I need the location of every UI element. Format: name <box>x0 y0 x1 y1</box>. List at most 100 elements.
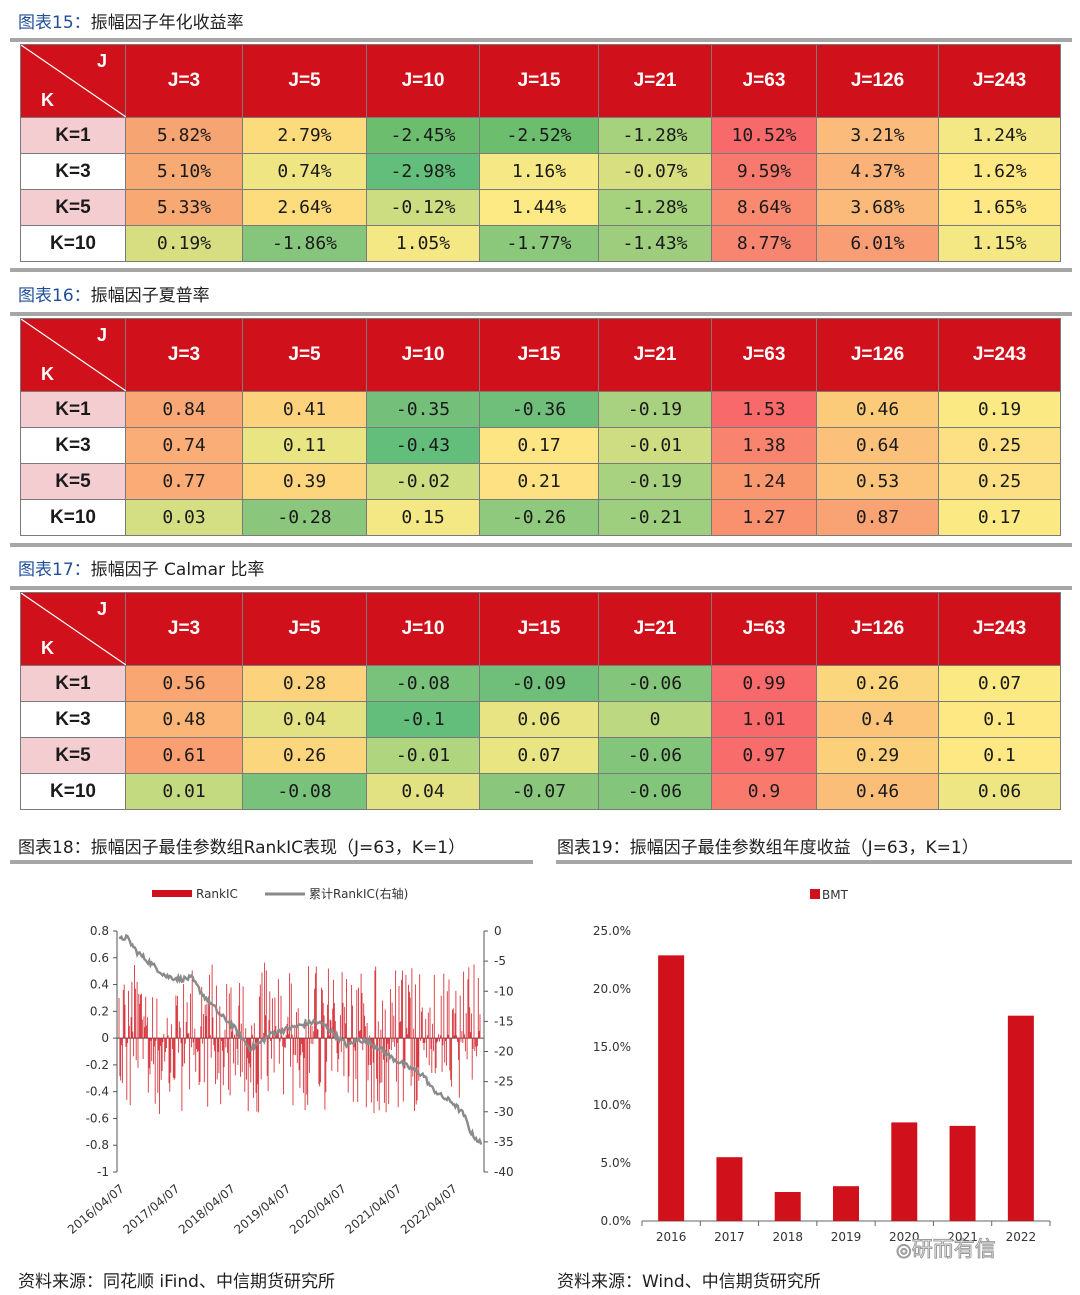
table-cell: -1.28% <box>598 117 712 154</box>
chart-legend: RankIC 累计RankIC(右轴) <box>152 886 408 901</box>
table-cell: 5.33% <box>125 189 243 226</box>
row-header: K=10 <box>20 773 126 810</box>
column-header: J=63 <box>711 592 817 666</box>
table-cell: 0.21 <box>479 463 599 500</box>
y-tick-label: 25.0% <box>593 924 631 938</box>
annual-return-chart: BMT 25.0%20.0%15.0%10.0%5.0%0.0% 2016 201… <box>593 888 1051 1244</box>
row-header: K=10 <box>20 225 126 262</box>
right-tick-label: 0 <box>494 924 502 938</box>
corner-j-label: J <box>96 599 107 619</box>
left-tick-label: 0.6 <box>90 951 109 965</box>
right-tick-label: -25 <box>494 1075 514 1089</box>
calmar-table: J K J=3 J=5 J=10 J=15 J=21 J=63 J=126 J=243 K=1 0.5… <box>20 592 1061 810</box>
table-cell: 1.27 <box>711 499 817 536</box>
left-tick-label: -0.2 <box>86 1058 109 1072</box>
row-header: K=5 <box>20 463 126 500</box>
right-tick-label: -40 <box>494 1165 514 1179</box>
table-cell: -0.07% <box>598 153 712 190</box>
left-tick-label: -0.6 <box>86 1111 109 1125</box>
sharpe-table: J K J=3 J=5 J=10 J=15 J=21 J=63 J=126 J=243 K=1 0.8… <box>20 318 1061 536</box>
table-cell: 0.46 <box>816 391 939 428</box>
table-cell: 1.24 <box>711 463 817 500</box>
bar <box>833 1186 859 1221</box>
table-cell: 0 <box>598 701 712 738</box>
row-header: K=3 <box>20 427 126 464</box>
table-cell: -1.28% <box>598 189 712 226</box>
table-cell: 1.01 <box>711 701 817 738</box>
y-tick-label: 5.0% <box>601 1156 632 1170</box>
x-tick-label: 2017 <box>714 1230 745 1244</box>
row-header: K=1 <box>20 665 126 702</box>
table-cell: -1.77% <box>479 225 599 262</box>
table-cell: 5.10% <box>125 153 243 190</box>
table-cell: 1.24% <box>938 117 1061 154</box>
column-header: J=5 <box>242 592 367 666</box>
table-cell: 0.46 <box>816 773 939 810</box>
table-cell: 0.26 <box>816 665 939 702</box>
row-header: K=5 <box>20 189 126 226</box>
table-cell: -0.06 <box>598 737 712 774</box>
table-cell: 0.15 <box>366 499 480 536</box>
corner-j-label: J <box>96 325 107 345</box>
bar <box>774 1192 801 1221</box>
column-header: J=15 <box>479 44 599 118</box>
bar <box>658 955 685 1221</box>
table-cell: 0.87 <box>816 499 939 536</box>
table-cell: 10.52% <box>711 117 817 154</box>
table-cell: 0.74 <box>125 427 243 464</box>
column-header: J=243 <box>938 44 1061 118</box>
left-tick-label: -0.4 <box>86 1085 109 1099</box>
table-cell: -0.06 <box>598 773 712 810</box>
divider <box>556 860 1072 864</box>
x-tick-label: 2019/04/07 <box>231 1182 293 1237</box>
table-cell: -0.26 <box>479 499 599 536</box>
column-header: J=10 <box>366 592 480 666</box>
table-cell: -0.12% <box>366 189 480 226</box>
chart19-source: 资料来源：Wind、中信期货研究所 <box>557 1272 821 1292</box>
table17-title: 图表17：振幅因子 Calmar 比率 <box>18 560 265 580</box>
y-tick-label: 10.0% <box>593 1098 631 1112</box>
table-cell: 0.9 <box>711 773 817 810</box>
right-tick-label: -30 <box>494 1105 514 1119</box>
table-row: K=3 0.48 0.04 -0.1 0.06 0 1.01 0.4 0.1 <box>20 701 1061 738</box>
column-header: J=126 <box>816 44 939 118</box>
table-cell: 3.68% <box>816 189 939 226</box>
table-cell: 1.05% <box>366 225 480 262</box>
row-header: K=10 <box>20 499 126 536</box>
table-cell: 0.28 <box>242 665 367 702</box>
legend-swatch-rankic <box>152 890 192 897</box>
table-cell: 2.79% <box>242 117 367 154</box>
table-cell: 1.62% <box>938 153 1061 190</box>
table-cell: -0.08 <box>366 665 480 702</box>
table-cell: -0.35 <box>366 391 480 428</box>
chart18-source: 资料来源：同花顺 iFind、中信期货研究所 <box>18 1272 335 1292</box>
table-cell: 0.56 <box>125 665 243 702</box>
left-tick-label: -0.8 <box>86 1138 109 1152</box>
table-cell: 0.26 <box>242 737 367 774</box>
right-tick-label: -20 <box>494 1045 514 1059</box>
column-header: J=10 <box>366 44 480 118</box>
table-cell: -1.43% <box>598 225 712 262</box>
corner-k-label: K <box>41 638 54 658</box>
bar <box>1007 1015 1034 1221</box>
table-cell: 3.21% <box>816 117 939 154</box>
legend-label-rankic: RankIC <box>196 887 238 901</box>
right-tick-label: -15 <box>494 1014 514 1028</box>
x-tick-label: 2016 <box>656 1230 687 1244</box>
table-cell: -0.06 <box>598 665 712 702</box>
corner-k-label: K <box>41 364 54 384</box>
table-cell: -2.52% <box>479 117 599 154</box>
row-header: K=3 <box>20 153 126 190</box>
table-cell: -0.09 <box>479 665 599 702</box>
x-tick-label: 2018/04/07 <box>176 1182 238 1237</box>
table-cell: -0.02 <box>366 463 480 500</box>
table16-title: 图表16：振幅因子夏普率 <box>18 286 210 306</box>
x-axis-ticks: 2016/04/072017/04/072018/04/072019/04/07… <box>65 1182 460 1237</box>
left-tick-label: 0.4 <box>90 978 109 992</box>
left-tick-label: 0.2 <box>90 1004 109 1018</box>
table-cell: 0.03 <box>125 499 243 536</box>
table-cell: 1.65% <box>938 189 1061 226</box>
table-cell: -2.98% <box>366 153 480 190</box>
chart19-title: 图表19：振幅因子最佳参数组年度收益（J=63，K=1） <box>557 838 979 858</box>
